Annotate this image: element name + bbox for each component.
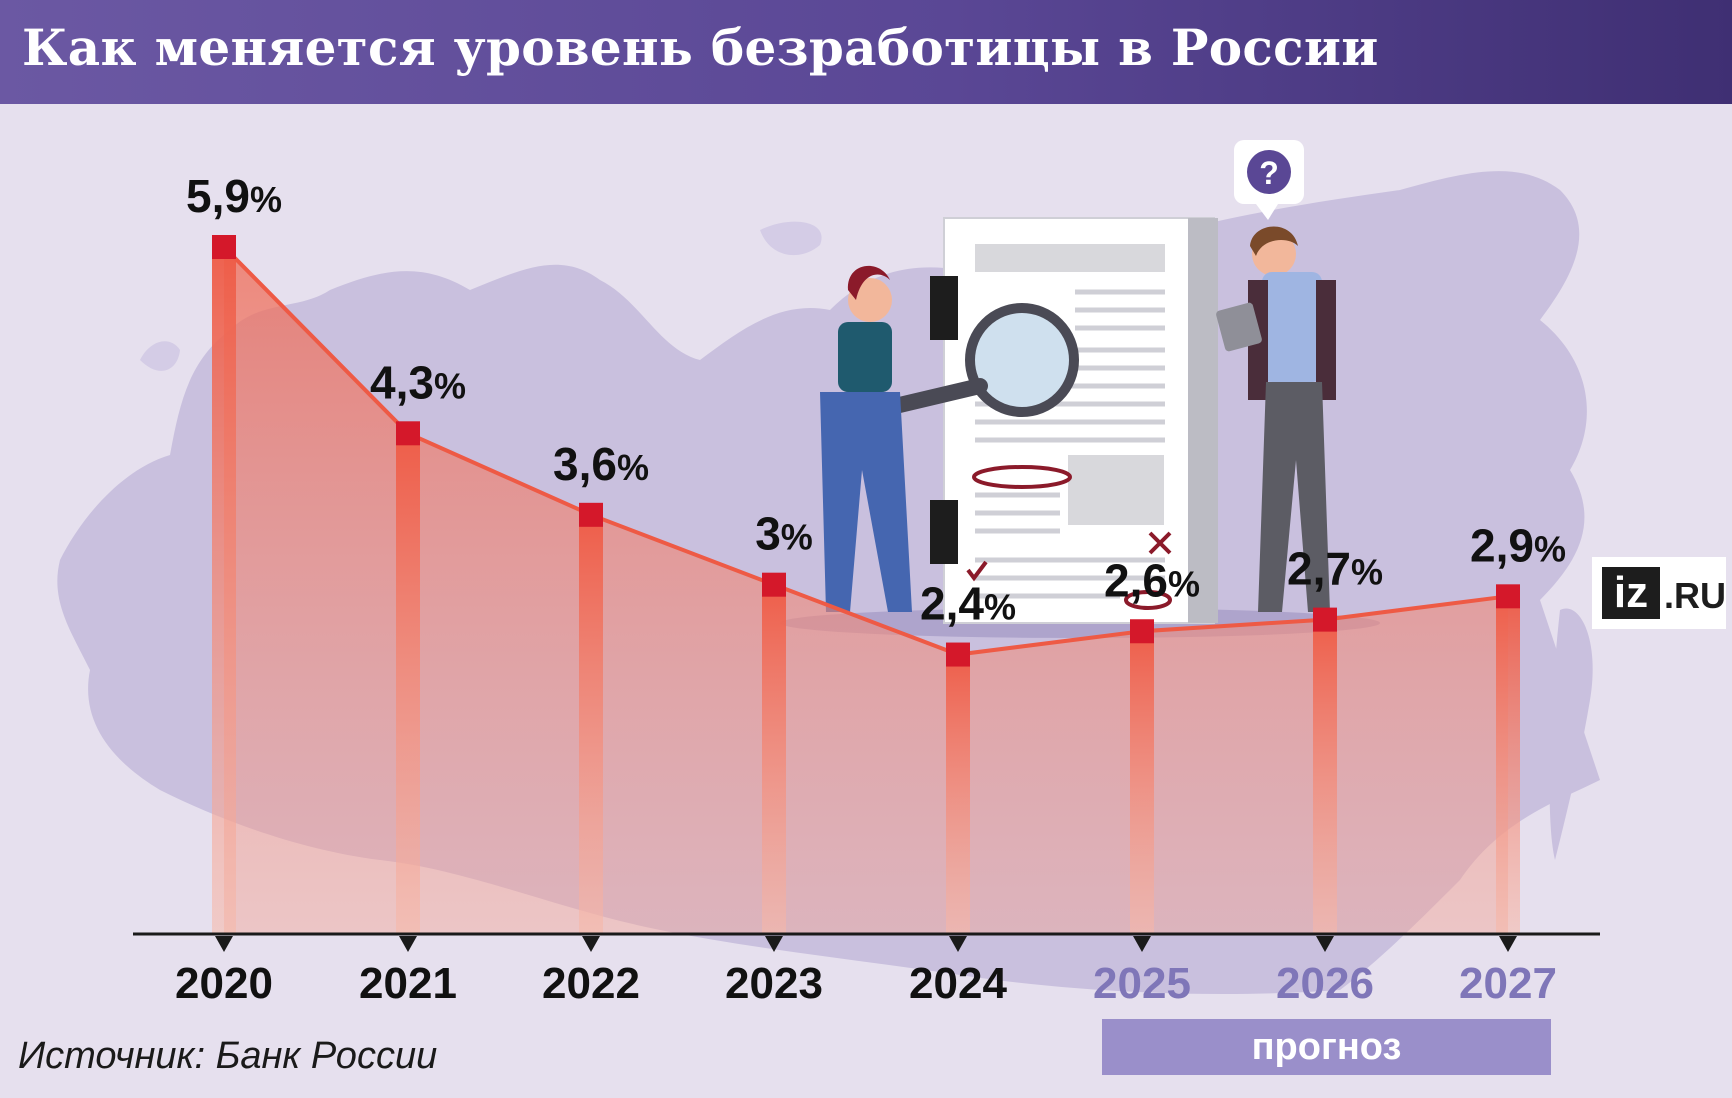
value-label-2022: 3,6% [553, 438, 649, 490]
chart-value-columns [212, 247, 1520, 934]
title-bar: Как меняется уровень безработицы в Росси… [0, 0, 1732, 104]
document-spine [1188, 218, 1218, 623]
data-point-2022 [579, 502, 603, 527]
x-tick-2021 [399, 936, 417, 952]
chart-series-line [222, 245, 1509, 657]
value-label-2023: 3% [755, 508, 813, 560]
question-icon [1247, 150, 1291, 194]
x-axis-ticks [215, 936, 1517, 952]
x-tick-2022 [582, 936, 600, 952]
x-tick-2024 [949, 936, 967, 952]
data-point-2024 [946, 642, 970, 667]
value-column-2026 [1313, 619, 1337, 934]
value-column-2020 [212, 247, 236, 934]
data-point-2020 [212, 235, 236, 259]
year-label-2027: 2027 [1459, 959, 1557, 1008]
value-column-2024 [946, 654, 970, 934]
chart-markers [212, 235, 1520, 667]
man-figure [1216, 226, 1336, 612]
year-label-2022: 2022 [542, 959, 640, 1008]
binder-clip-top [930, 276, 958, 340]
value-column-2027 [1496, 596, 1520, 934]
year-label-2021: 2021 [359, 959, 457, 1008]
area-under-line [224, 247, 1508, 934]
year-label-2025: 2025 [1093, 959, 1191, 1008]
value-label-2024: 2,4% [920, 578, 1016, 630]
magnifier-icon [965, 303, 1079, 417]
chart-area-fill [224, 247, 1508, 934]
svg-text:?: ? [1259, 155, 1279, 191]
data-point-2023 [762, 572, 786, 597]
value-label-2026: 2,7% [1287, 543, 1383, 595]
x-tick-2020 [215, 936, 233, 952]
binder-clip-bottom [930, 500, 958, 564]
year-label-2020: 2020 [175, 959, 273, 1008]
value-label-2025: 2,6% [1104, 554, 1200, 606]
value-label-2020: 5,9% [186, 170, 282, 222]
page-title: Как меняется уровень безработицы в Росси… [22, 18, 1379, 77]
logo-suffix: .RU [1664, 575, 1726, 616]
value-column-2023 [762, 584, 786, 934]
x-tick-2025 [1133, 936, 1151, 952]
forecast-band: прогноз [1102, 1019, 1551, 1075]
woman-figure [820, 265, 912, 612]
value-column-2025 [1130, 631, 1154, 934]
izru-logo: iz .RU [1592, 557, 1726, 629]
x-tick-2026 [1316, 936, 1334, 952]
year-label-2024: 2024 [909, 959, 1007, 1008]
speech-bubble: ? [1234, 140, 1304, 220]
series-line [222, 245, 1509, 657]
data-point-2025 [1130, 619, 1154, 644]
source-note: Источник: Банк России [18, 1035, 438, 1077]
chart-value-labels: 5,9% 4,3% 3,6% 3% 2,4% 2,6% 2,7% 2,9% [186, 170, 1566, 630]
image-placeholder [1068, 455, 1164, 525]
data-point-2027 [1496, 584, 1520, 609]
year-label-2026: 2026 [1276, 959, 1374, 1008]
x-tick-2023 [765, 936, 783, 952]
x-tick-2027 [1499, 936, 1517, 952]
data-point-2026 [1313, 607, 1337, 632]
value-label-2027: 2,9% [1470, 519, 1566, 571]
data-point-2021 [396, 421, 420, 446]
logo-mark: iz [1602, 567, 1660, 619]
x-axis-tick-labels: 2020 2021 2022 2023 2024 2025 2026 2027 [175, 959, 1557, 1008]
value-label-2021: 4,3% [370, 356, 466, 408]
year-label-2023: 2023 [725, 959, 823, 1008]
value-column-2021 [396, 433, 420, 934]
value-column-2022 [579, 514, 603, 934]
